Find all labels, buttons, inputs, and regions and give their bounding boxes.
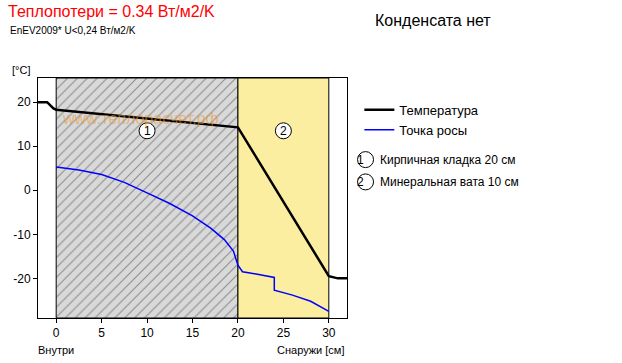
svg-text:Точка росы: Точка росы <box>399 123 467 138</box>
svg-text:1: 1 <box>144 124 151 138</box>
svg-text:20: 20 <box>17 95 31 109</box>
svg-text:Температура: Температура <box>399 103 479 118</box>
svg-text:-20: -20 <box>13 272 31 286</box>
svg-text:Теплопотери = 0.34 Вт/м2/K: Теплопотери = 0.34 Вт/м2/K <box>8 3 215 20</box>
svg-text:10: 10 <box>17 139 31 153</box>
svg-text:2: 2 <box>280 124 287 138</box>
svg-text:15: 15 <box>186 326 200 340</box>
svg-text:www.теплорасчет.рф: www.теплорасчет.рф <box>62 110 219 127</box>
svg-text:2: 2 <box>357 175 364 189</box>
svg-text:20: 20 <box>231 326 245 340</box>
svg-text:0: 0 <box>24 183 31 197</box>
svg-text:EnEV2009* U<0,24 Вт/м2/K: EnEV2009* U<0,24 Вт/м2/K <box>10 25 136 36</box>
svg-text:[°C]: [°C] <box>12 64 30 76</box>
svg-text:Минеральная вата 10 см: Минеральная вата 10 см <box>380 175 519 189</box>
svg-text:0: 0 <box>53 326 60 340</box>
svg-text:1: 1 <box>357 153 364 167</box>
svg-text:Снаружи [см]: Снаружи [см] <box>277 344 345 356</box>
svg-text:Конденсата нет: Конденсата нет <box>375 12 491 29</box>
svg-text:10: 10 <box>140 326 154 340</box>
svg-text:-10: -10 <box>13 228 31 242</box>
svg-text:5: 5 <box>98 326 105 340</box>
svg-text:25: 25 <box>277 326 291 340</box>
svg-text:Внутри: Внутри <box>38 344 74 356</box>
svg-text:30: 30 <box>322 326 336 340</box>
svg-text:Кирпичная кладка 20 см: Кирпичная кладка 20 см <box>380 153 515 167</box>
